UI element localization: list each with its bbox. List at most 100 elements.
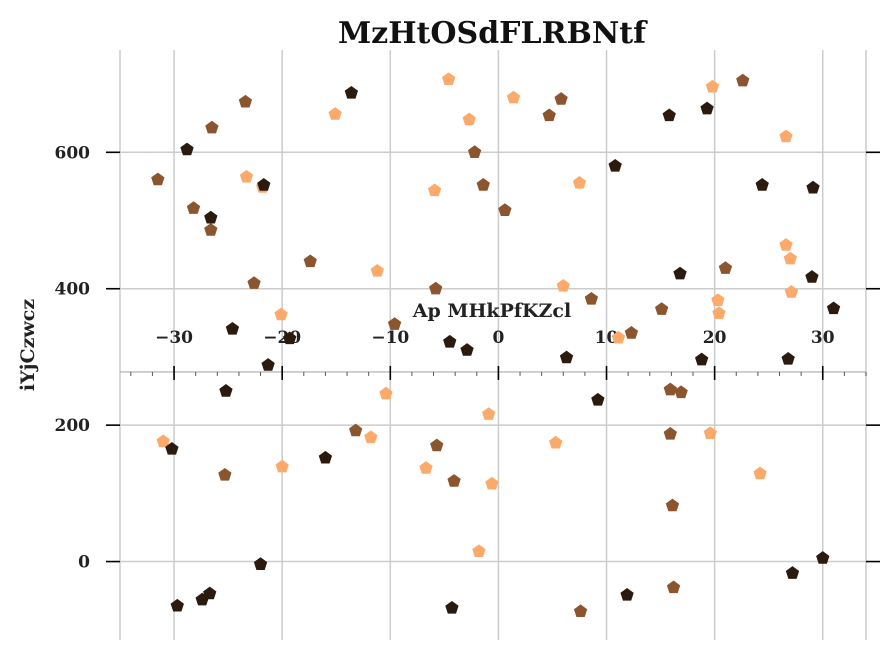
data-point xyxy=(274,307,288,321)
data-point xyxy=(443,334,457,348)
data-point xyxy=(712,306,726,319)
data-point xyxy=(674,385,688,399)
data-point xyxy=(170,598,184,612)
data-point xyxy=(257,178,271,191)
data-point xyxy=(204,223,218,236)
data-point xyxy=(261,358,275,371)
data-point xyxy=(665,498,680,512)
data-point xyxy=(755,178,769,191)
x-tick-label: 20 xyxy=(703,328,727,348)
data-point xyxy=(379,386,393,400)
data-point xyxy=(783,251,797,265)
data-point xyxy=(655,302,669,315)
data-point xyxy=(673,266,687,280)
data-point xyxy=(572,176,587,189)
data-point xyxy=(695,352,709,366)
data-point xyxy=(705,79,720,93)
data-point xyxy=(542,108,556,122)
data-point xyxy=(806,180,820,194)
data-point xyxy=(349,423,363,437)
data-point xyxy=(253,557,268,570)
data-point xyxy=(318,450,333,464)
data-point xyxy=(447,474,461,487)
data-point xyxy=(156,434,170,448)
data-point xyxy=(204,210,218,224)
data-point xyxy=(785,566,800,579)
data-point xyxy=(784,285,799,298)
points-layer xyxy=(151,72,841,618)
data-point xyxy=(239,169,254,183)
data-point xyxy=(554,92,568,105)
data-point xyxy=(826,301,841,315)
data-point xyxy=(666,580,681,594)
data-point xyxy=(225,321,240,335)
data-point xyxy=(703,426,717,439)
data-point xyxy=(364,430,378,444)
data-point xyxy=(620,587,634,601)
data-point xyxy=(591,392,605,406)
y-tick-label: 600 xyxy=(55,143,91,163)
data-point xyxy=(559,350,574,364)
data-point xyxy=(779,238,793,251)
data-point xyxy=(556,279,570,292)
data-point xyxy=(506,90,521,104)
data-point xyxy=(549,435,563,449)
data-point xyxy=(419,461,433,474)
data-point xyxy=(472,544,486,557)
data-point xyxy=(753,466,767,480)
data-point xyxy=(203,586,217,600)
data-point xyxy=(736,73,750,87)
data-point xyxy=(275,459,289,473)
data-point xyxy=(429,281,443,295)
data-point xyxy=(662,108,676,122)
data-point xyxy=(663,427,677,440)
x-tick-label: 30 xyxy=(811,328,835,348)
data-point xyxy=(219,384,233,397)
chart-title: MzHtOSdFLRBNtf xyxy=(338,16,648,51)
data-point xyxy=(584,291,599,305)
data-point xyxy=(344,85,359,99)
data-point xyxy=(482,407,496,420)
grid-layer xyxy=(119,50,867,640)
data-point xyxy=(485,476,499,490)
y-tick-label: 200 xyxy=(55,416,91,436)
data-point xyxy=(442,72,456,85)
data-point xyxy=(498,203,512,216)
data-point xyxy=(247,276,261,289)
x-tick-label: −10 xyxy=(371,328,409,348)
y-tick-label: 0 xyxy=(78,553,90,573)
data-point xyxy=(779,129,793,143)
data-point xyxy=(303,254,317,268)
data-point xyxy=(663,382,677,396)
data-point xyxy=(445,600,459,614)
data-point xyxy=(238,94,253,108)
data-point xyxy=(151,172,165,186)
data-point xyxy=(165,442,179,455)
data-point xyxy=(608,158,622,172)
data-point xyxy=(328,107,342,120)
data-point xyxy=(816,551,830,564)
x-tick-label: −30 xyxy=(155,328,193,348)
data-point xyxy=(476,178,490,191)
y-axis-label: iYjCzwcz xyxy=(17,299,39,391)
data-point xyxy=(370,263,384,277)
data-point xyxy=(205,120,219,134)
x-axis-label: Ap MHkPfKZcl xyxy=(412,300,571,322)
y-tick-label: 400 xyxy=(55,280,91,300)
data-point xyxy=(180,142,194,156)
data-point xyxy=(573,604,588,618)
data-point xyxy=(781,351,795,365)
data-point xyxy=(718,261,733,274)
data-point xyxy=(711,293,725,306)
data-point xyxy=(805,270,819,283)
data-point xyxy=(611,330,626,344)
x-tick-label: 10 xyxy=(595,328,619,348)
x-tick-label: 0 xyxy=(492,328,504,348)
data-point xyxy=(462,112,476,126)
data-point xyxy=(186,201,201,214)
data-point xyxy=(283,331,297,345)
data-point xyxy=(430,438,444,452)
